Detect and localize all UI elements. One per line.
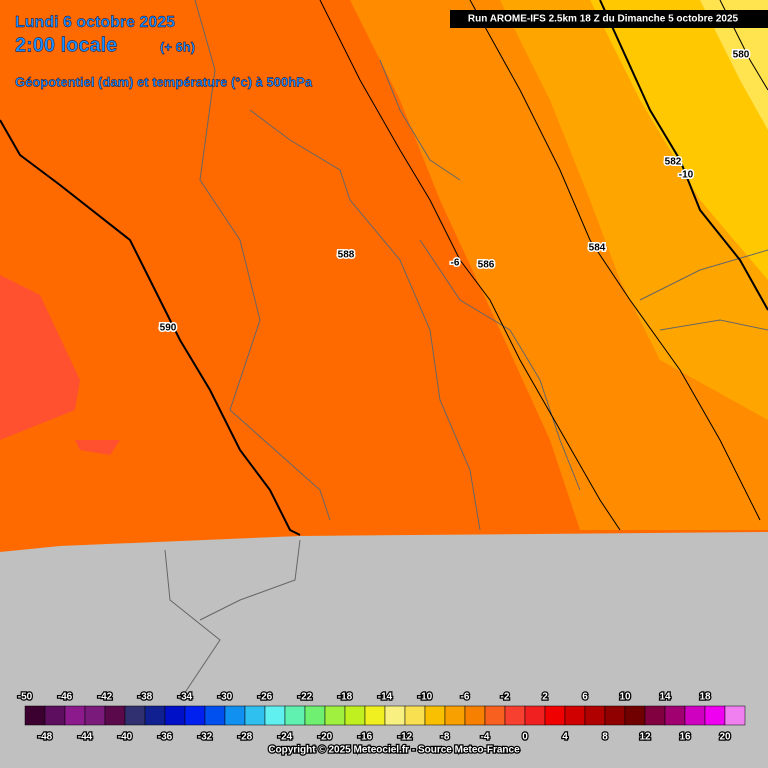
colorbar-swatch — [344, 705, 366, 726]
colorbar-swatch — [84, 705, 106, 726]
colorbar-swatch — [504, 705, 526, 726]
colorbar-swatch — [64, 705, 86, 726]
colorbar-label: -28 — [238, 732, 253, 743]
borders — [164, 0, 768, 701]
temp-band — [700, 0, 768, 130]
colorbar-label: 2 — [542, 692, 548, 703]
colorbar-label: -42 — [98, 692, 113, 703]
run: Run AROME-IFS 2.5km 18 Z du Dimanche 5 o… — [468, 14, 739, 25]
colorbar-label: -24 — [278, 732, 293, 743]
field: Géopotentiel (dam) et température (°c) à… — [15, 74, 313, 89]
colorbar-swatch — [484, 705, 506, 726]
colorbar-label: -2 — [501, 692, 510, 703]
colorbar-swatch — [124, 705, 146, 726]
colorbar-label: -12 — [398, 732, 413, 743]
colorbar-swatch — [724, 705, 746, 726]
colorbar-label: -32 — [198, 732, 213, 743]
colorbar-label: -30 — [218, 692, 233, 703]
colorbar-label: 16 — [679, 732, 691, 743]
contour-label: 586 — [478, 260, 495, 271]
temp-band — [75, 440, 120, 455]
colorbar-label: 6 — [582, 692, 588, 703]
colorbar-label: -22 — [298, 692, 313, 703]
colorbar-swatch — [264, 705, 286, 726]
colorbar-swatch — [464, 705, 486, 726]
colorbar-label: 18 — [699, 692, 711, 703]
colorbar-swatch — [404, 705, 426, 726]
colorbar-swatch — [224, 705, 246, 726]
colorbar-label: -26 — [258, 692, 273, 703]
contour-label: -10 — [679, 170, 694, 181]
colorbar-label: -44 — [78, 732, 93, 743]
colorbar-label: 20 — [719, 732, 731, 743]
colorbar-swatch — [644, 705, 666, 726]
colorbar-swatch — [184, 705, 206, 726]
colorbar-label: -6 — [461, 692, 470, 703]
colorbar-swatch — [444, 705, 466, 726]
colorbar-swatch — [324, 705, 346, 726]
contour-label: -6 — [451, 258, 460, 269]
colorbar-label: -8 — [441, 732, 450, 743]
colorbar-swatch — [684, 705, 706, 726]
colorbar-swatch — [524, 705, 546, 726]
colorbar-swatch — [104, 705, 126, 726]
colorbar-swatch — [44, 705, 66, 726]
contour-label: 584 — [589, 243, 606, 254]
colorbar-swatch — [24, 705, 46, 726]
time: 2:00 locale — [15, 34, 117, 56]
colorbar-swatch — [704, 705, 726, 726]
temp-band — [590, 0, 768, 280]
colorbar-label: -50 — [18, 692, 33, 703]
colorbar-swatch — [284, 705, 306, 726]
colorbar-label: 4 — [562, 732, 568, 743]
contour-lines — [0, 0, 768, 536]
colorbar-label: -10 — [418, 692, 433, 703]
colorbar-label: -20 — [318, 732, 333, 743]
colorbar-label: -16 — [358, 732, 373, 743]
colorbar-swatch — [664, 705, 686, 726]
colorbar-swatch — [304, 705, 326, 726]
colorbar-swatch — [384, 705, 406, 726]
colorbar-label: 10 — [619, 692, 631, 703]
colorbar-label: 8 — [602, 732, 608, 743]
lead-time: (+ 6h) — [160, 39, 195, 54]
colorbar-swatch — [144, 705, 166, 726]
colorbar-swatch — [624, 705, 646, 726]
colorbar-label: -46 — [58, 692, 73, 703]
colorbar-label: -4 — [481, 732, 490, 743]
temp-band — [0, 275, 80, 440]
date: Lundi 6 octobre 2025 — [15, 14, 175, 31]
colorbar-label: 14 — [659, 692, 671, 703]
colorbar-label: -48 — [38, 732, 53, 743]
colorbar-label: -14 — [378, 692, 393, 703]
colorbar-swatch — [604, 705, 626, 726]
copyright: Copyright © 2025 Meteociel.fr - Source M… — [268, 745, 520, 756]
colorbar-swatch — [244, 705, 266, 726]
no-data-area — [0, 532, 768, 768]
colorbar-swatch — [544, 705, 566, 726]
colorbar-swatch — [564, 705, 586, 726]
colorbar-swatch — [364, 705, 386, 726]
colorbar-label: 12 — [639, 732, 651, 743]
colorbar: -50-48-46-44-42-40-38-36-34-32-30-28-26-… — [17, 690, 746, 744]
colorbar-swatch — [204, 705, 226, 726]
contour-label: 580 — [733, 50, 750, 61]
colorbar-swatch — [584, 705, 606, 726]
colorbar-label: 0 — [522, 732, 528, 743]
contour-label: 590 — [160, 323, 177, 334]
colorbar-swatch — [164, 705, 186, 726]
colorbar-label: -18 — [338, 692, 353, 703]
colorbar-label: -34 — [178, 692, 193, 703]
contour-label: 582 — [665, 157, 682, 168]
colorbar-label: -36 — [158, 732, 173, 743]
colorbar-swatch — [424, 705, 446, 726]
colorbar-label: -38 — [138, 692, 153, 703]
colorbar-label: -40 — [118, 732, 133, 743]
run-box — [450, 10, 768, 28]
contour-label: 588 — [338, 250, 355, 261]
